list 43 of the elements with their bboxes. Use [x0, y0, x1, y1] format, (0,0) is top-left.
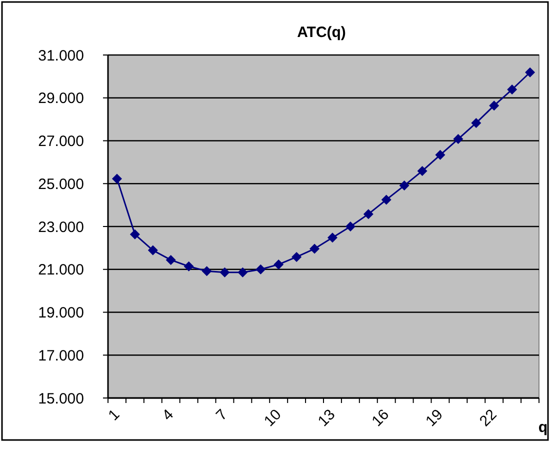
point [130, 229, 140, 240]
point [148, 245, 158, 256]
x-tick-label: 4 [159, 406, 178, 424]
x-tick-label: 13 [314, 406, 339, 430]
y-tick-label: 19.000 [38, 304, 84, 322]
y-tick-label: 27.000 [38, 133, 84, 150]
point [381, 194, 392, 205]
y-tick-label: 23.000 [38, 218, 84, 236]
point [202, 266, 212, 276]
y-tick-label: 15.000 [38, 390, 84, 408]
point [489, 100, 500, 111]
point [256, 264, 266, 274]
point [507, 84, 518, 95]
point [453, 134, 464, 144]
point [166, 254, 176, 265]
point [112, 174, 122, 184]
point [417, 166, 428, 176]
x-tick-label: 19 [422, 406, 446, 430]
y-tick-label: 25.000 [38, 176, 84, 193]
x-axis-title: q [538, 419, 548, 436]
point [238, 267, 248, 278]
x-tick-label: 16 [368, 406, 393, 430]
point [399, 180, 410, 191]
point [220, 267, 230, 278]
x-tick-label: 22 [476, 406, 500, 430]
x-tick-label: 7 [212, 406, 231, 424]
y-tick-label: 29.000 [38, 90, 84, 108]
x-tick-label: 1 [105, 406, 124, 424]
chart-title: ATC(q) [297, 24, 346, 41]
y-tick-label: 31.000 [38, 47, 84, 64]
point [327, 232, 338, 243]
x-tick-label: 10 [260, 406, 285, 430]
point [310, 244, 320, 254]
point [435, 150, 446, 160]
point [363, 209, 374, 220]
point [471, 118, 482, 128]
point [184, 261, 194, 272]
point [525, 67, 536, 78]
y-tick-label: 21.000 [38, 262, 84, 279]
point [345, 222, 356, 232]
point [274, 259, 284, 270]
point [292, 252, 302, 262]
y-tick-label: 17.000 [38, 347, 84, 364]
